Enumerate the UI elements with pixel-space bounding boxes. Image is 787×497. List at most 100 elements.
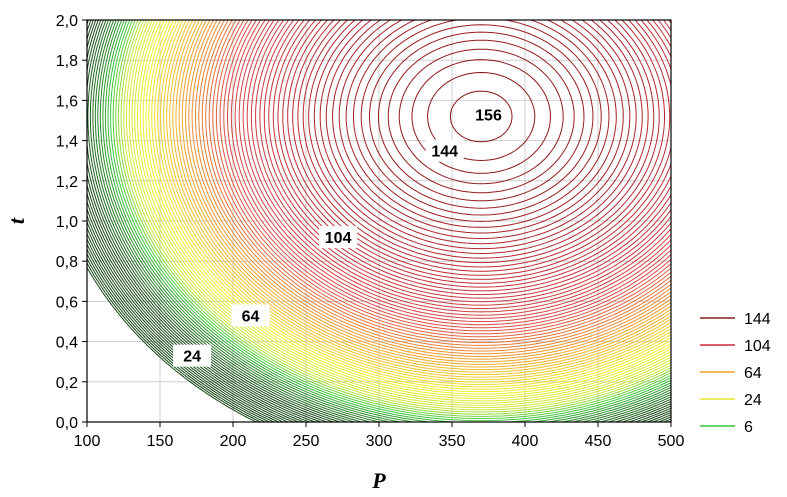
contour-line: [87, 267, 257, 422]
contour-line: [89, 20, 671, 422]
contour-line: [97, 20, 671, 422]
contour-label-bg: [173, 344, 212, 367]
y-tick-label: 0,4: [56, 335, 78, 352]
contour-line: [377, 31, 585, 202]
y-tick-label: 1,2: [56, 174, 78, 191]
contour-line: [188, 20, 671, 357]
legend-label: 64: [744, 365, 762, 382]
y-tick-label: 0,8: [56, 254, 78, 271]
x-tick-label: 350: [439, 433, 466, 450]
y-tick-label: 1,8: [56, 53, 78, 70]
contour-line: [223, 20, 671, 329]
contour-line: [94, 20, 671, 422]
contour-line: [205, 20, 671, 344]
contour-line: [387, 39, 575, 194]
contour-line: [117, 20, 671, 415]
contour-line: [181, 20, 671, 363]
contour-line: [325, 20, 637, 245]
contour-line: [87, 20, 671, 422]
contour-line: [308, 20, 655, 259]
contour-line: [238, 20, 671, 316]
y-tick-label: 1,4: [56, 134, 78, 151]
legend: 144 104 64 24 6: [700, 311, 771, 436]
contour-label: 144: [431, 144, 458, 161]
contour-label: 104: [325, 230, 352, 247]
contour-line: [227, 20, 671, 326]
y-axis-title: t: [4, 217, 29, 224]
contour-line: [360, 20, 602, 216]
legend-label: 144: [744, 311, 771, 328]
contour-line: [219, 20, 671, 332]
x-tick-label: 150: [147, 433, 174, 450]
contour-line: [268, 20, 671, 292]
contour-line: [352, 20, 610, 222]
contour-label: 24: [183, 349, 201, 366]
contour-line: [313, 20, 649, 254]
contour-label-bg: [425, 139, 464, 162]
x-tick-label: 450: [585, 433, 612, 450]
contour-label-bg: [469, 103, 508, 126]
x-tick-label: 100: [74, 433, 101, 450]
legend-label: 6: [744, 419, 753, 436]
contour-line: [411, 59, 551, 174]
contour-line: [282, 20, 671, 280]
contour-line: [172, 20, 671, 371]
contour-line: [263, 20, 671, 295]
contour-line: [87, 262, 261, 422]
x-tick-label: 250: [293, 433, 320, 450]
contour-line: [319, 20, 643, 250]
legend-label: 24: [744, 392, 762, 409]
contour-line: [107, 20, 671, 422]
y-tick-label: 2,0: [56, 13, 78, 30]
contour-line: [112, 20, 671, 419]
contour-label: 64: [242, 308, 260, 325]
contour-line: [110, 20, 671, 422]
contour-line: [449, 90, 513, 143]
x-tick-label: 500: [658, 433, 685, 450]
contour-line: [175, 20, 671, 368]
contour-line: [115, 20, 671, 417]
contour-line: [169, 20, 671, 373]
contour-line: [215, 20, 671, 335]
contour-line: [104, 20, 671, 422]
contour-line: [201, 20, 671, 346]
contour-line: [191, 20, 671, 355]
contour-line: [87, 248, 275, 422]
contour-line: [302, 20, 660, 264]
contour-line: [178, 20, 671, 365]
contour-line: [345, 20, 617, 228]
contour-line: [123, 20, 671, 411]
contour-line: [234, 20, 671, 319]
y-tick-label: 0,0: [56, 415, 78, 432]
contour-line: [246, 20, 671, 309]
contour-line: [99, 20, 671, 422]
contour-line: [338, 20, 624, 234]
contour-line: [259, 20, 671, 299]
contour-line: [398, 48, 564, 185]
y-tick-label: 0,2: [56, 375, 78, 392]
contour-line: [120, 20, 671, 413]
contour-line: [185, 20, 671, 360]
x-tick-label: 400: [512, 433, 539, 450]
y-tick-label: 1,0: [56, 214, 78, 231]
contour-line: [87, 20, 671, 422]
contour-line: [87, 20, 671, 422]
contour-label-bg: [319, 226, 358, 249]
contour-line: [208, 20, 671, 341]
axis-ticks: 100 150 200 250 300 350 400 450 500 0,0 0,2 0,4 0,6 0…: [56, 13, 685, 450]
contour-line: [102, 20, 671, 422]
x-axis-title: P: [371, 468, 386, 493]
contour-line: [198, 20, 671, 349]
legend-label: 104: [744, 338, 771, 355]
contour-line: [255, 20, 671, 303]
contour-line: [250, 20, 671, 306]
contour-line: [128, 20, 671, 406]
contour-line: [212, 20, 671, 338]
contour-line: [242, 20, 671, 313]
contour-line: [166, 20, 671, 376]
x-tick-label: 200: [220, 433, 247, 450]
contour-label: 156: [475, 107, 502, 124]
contour-line: [369, 24, 594, 209]
y-tick-label: 0,6: [56, 294, 78, 311]
